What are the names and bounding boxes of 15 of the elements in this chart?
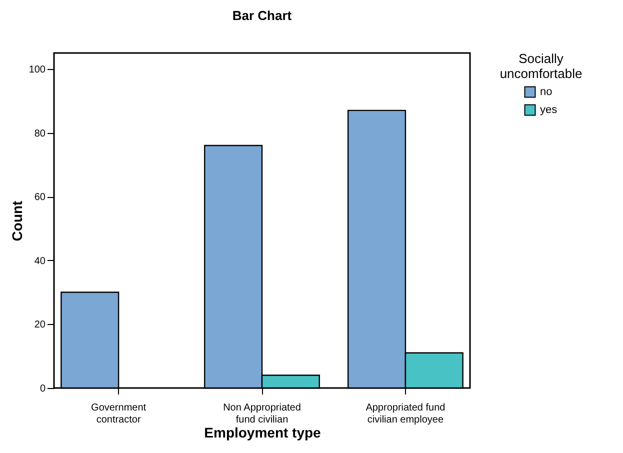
y-tick-label: 60 — [34, 192, 46, 204]
y-tick-label: 80 — [34, 128, 46, 140]
x-tick-label: Appropriated fund civilian employee — [366, 402, 446, 426]
y-axis-title: Count — [8, 200, 25, 242]
y-tick-label: 100 — [28, 64, 46, 76]
legend-label: no — [540, 86, 552, 98]
x-tick-label: Government contractor — [91, 402, 146, 426]
y-tick-label: 20 — [34, 320, 46, 331]
legend-title: Socially uncomfortable — [500, 51, 582, 81]
legend-label: yes — [540, 104, 558, 116]
y-tick-label: 40 — [34, 256, 46, 267]
x-tick-label: Non Appropriated fund civilian — [223, 402, 301, 426]
x-axis-title: Employment type — [204, 424, 322, 440]
y-tick-label: 0 — [40, 384, 46, 394]
chart-title: Bar Chart — [232, 8, 292, 23]
